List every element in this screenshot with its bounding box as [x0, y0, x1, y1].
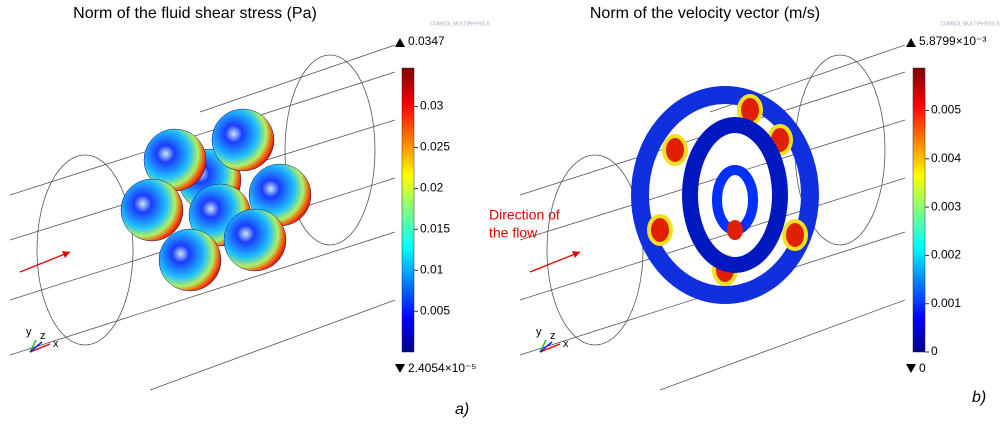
watermark: COMSOL MULTIPHYSICS [940, 21, 1000, 27]
colorbar-tick-label: 0.015 [420, 222, 450, 236]
tube-line [9, 71, 396, 196]
particle [223, 208, 287, 272]
tube-line [519, 177, 906, 301]
tube-line [659, 299, 906, 391]
caption: b) [972, 389, 986, 406]
max-marker [395, 38, 405, 47]
max-label: 0.0347 [408, 34, 445, 48]
colorbar [401, 67, 415, 353]
tube-end [546, 154, 644, 346]
colorbar-tick-label: 0.004 [931, 151, 961, 165]
colorbar-tick-label: 0.003 [931, 199, 961, 213]
tube-line [149, 299, 396, 391]
colorbar [912, 67, 926, 353]
flow-spot [647, 214, 673, 246]
colorbar-tick-label: 0.005 [420, 303, 450, 317]
torus [682, 117, 788, 273]
colorbar-tick-label: 0.025 [420, 140, 450, 154]
tube-end [284, 54, 376, 246]
tube-line [199, 44, 396, 113]
watermark: COMSOL MULTIPHYSICS [430, 21, 490, 27]
min-label: 2.4054×10⁻⁵ [408, 361, 476, 375]
colorbar-tick-label: 0.005 [931, 103, 961, 117]
panel: y zx Norm of the fluid shear stress (Pa) CO… [9, 5, 490, 418]
axis-x [29, 343, 51, 353]
axis-x [539, 343, 561, 353]
axis-label: z [550, 330, 556, 342]
tube-line [519, 119, 906, 241]
axis-label: x [53, 338, 59, 350]
min-label: 0 [919, 361, 926, 375]
flow-spot [662, 134, 688, 166]
tube-line [9, 231, 396, 356]
flow-arrow [19, 251, 71, 273]
arrow-head [572, 251, 580, 258]
annotation: the flow [489, 225, 538, 241]
axis-label: y [26, 326, 32, 338]
tube-end [36, 154, 134, 346]
axis-label: z [40, 330, 46, 342]
spot [727, 220, 743, 240]
min-marker [906, 364, 916, 373]
torus [631, 86, 819, 304]
axis-label: x [563, 338, 569, 350]
flow-arrow [529, 251, 581, 273]
panel: Direction of the flow y zx Norm of the veloc… [489, 5, 1000, 406]
panel-title: Norm of the velocity vector (m/s) [590, 5, 820, 22]
axis-y [29, 339, 37, 353]
max-marker [906, 38, 916, 47]
particle [120, 178, 184, 242]
axis-label: y [536, 326, 542, 338]
colorbar-tick-label: 0 [931, 344, 938, 358]
colorbar-tick-label: 0.02 [420, 181, 444, 195]
colorbar-tick-label: 0.03 [420, 99, 444, 113]
particle [211, 108, 275, 172]
particle [158, 228, 222, 292]
axis-z [29, 341, 43, 353]
colorbar-tick-label: 0.002 [931, 248, 961, 262]
axis-y [539, 339, 547, 353]
flow-spot [782, 219, 808, 251]
colorbar-tick-label: 0.001 [931, 296, 961, 310]
panel-title: Norm of the fluid shear stress (Pa) [73, 5, 317, 22]
axis-z [539, 341, 553, 353]
arrow-head [62, 251, 70, 258]
annotation: Direction of [489, 207, 560, 223]
max-label: 5.8799×10⁻³ [919, 34, 986, 48]
caption: a) [455, 401, 469, 418]
min-marker [395, 364, 405, 373]
colorbar-tick-label: 0.01 [420, 262, 444, 276]
